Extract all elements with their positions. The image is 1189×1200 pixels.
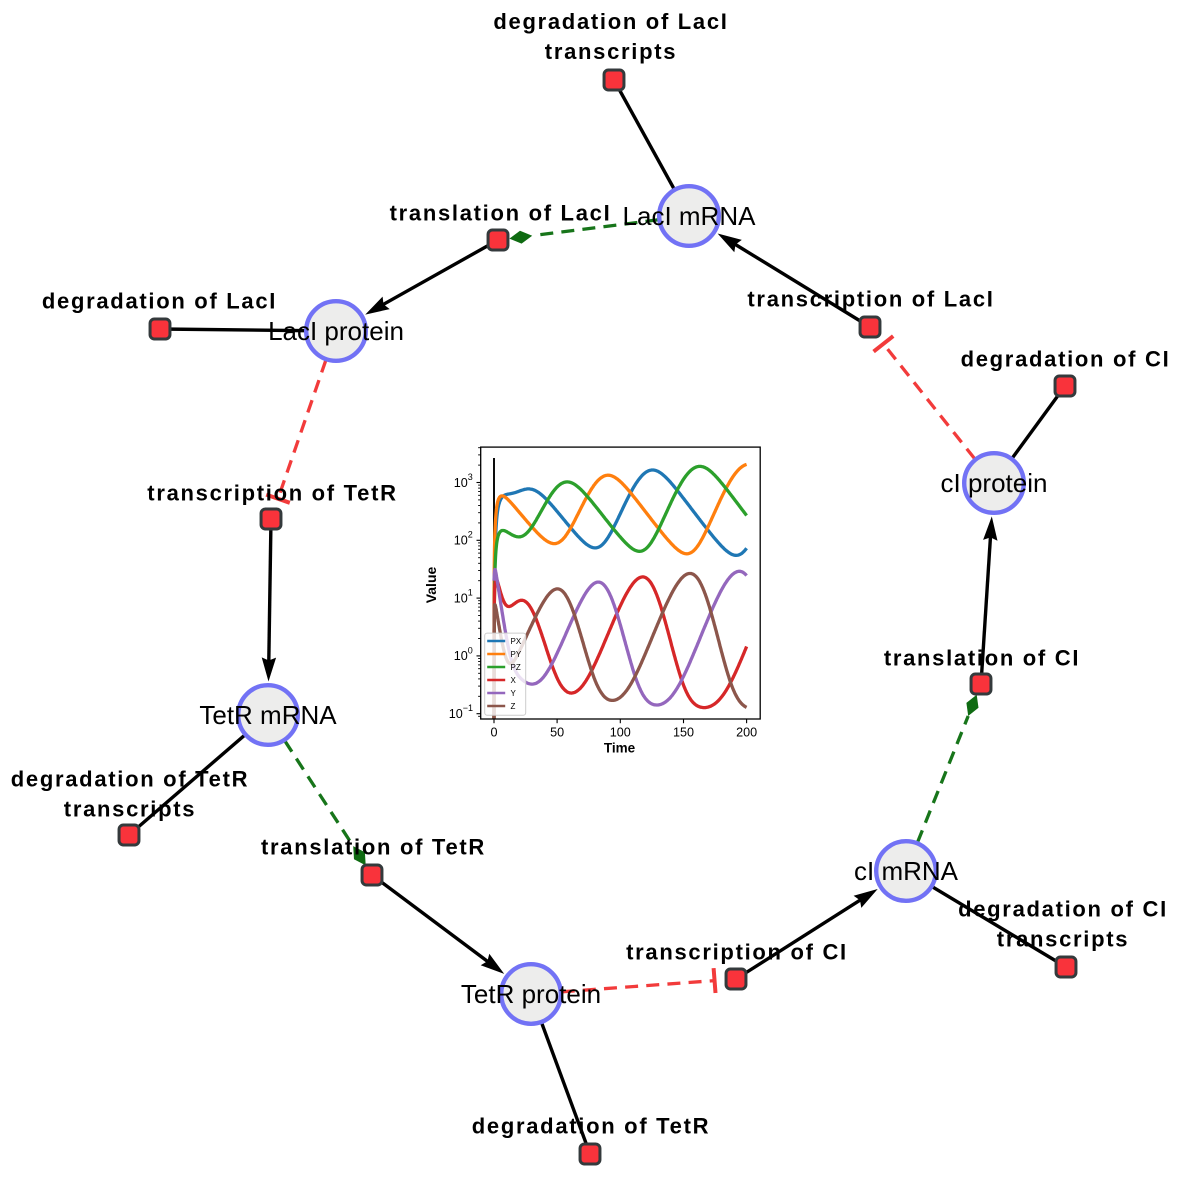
- svg-text:200: 200: [736, 726, 757, 740]
- svg-text:3: 3: [468, 472, 473, 482]
- svg-text:Z: Z: [511, 702, 516, 711]
- svg-text:X: X: [511, 676, 517, 685]
- svg-text:150: 150: [673, 726, 694, 740]
- svg-text:Value: Value: [423, 567, 439, 604]
- svg-text:PY: PY: [511, 650, 522, 659]
- svg-text:10: 10: [454, 649, 468, 663]
- svg-text:transcription of TetR: transcription of TetR: [147, 481, 397, 506]
- svg-text:Time: Time: [604, 741, 636, 756]
- svg-text:transcripts: transcripts: [545, 39, 677, 64]
- svg-text:cI protein: cI protein: [941, 468, 1048, 498]
- svg-text:PX: PX: [511, 637, 522, 646]
- svg-text:degradation of TetR: degradation of TetR: [472, 1114, 710, 1139]
- svg-text:10: 10: [449, 707, 463, 721]
- svg-text:degradation of LacI: degradation of LacI: [493, 9, 728, 34]
- svg-text:LacI mRNA: LacI mRNA: [623, 201, 757, 231]
- svg-text:PZ: PZ: [511, 663, 521, 672]
- svg-text:translation of CI: translation of CI: [884, 646, 1080, 671]
- svg-text:transcripts: transcripts: [64, 797, 196, 822]
- svg-text:50: 50: [550, 726, 564, 740]
- svg-text:0: 0: [490, 726, 497, 740]
- svg-text:cI mRNA: cI mRNA: [854, 856, 959, 886]
- svg-text:transcripts: transcripts: [997, 927, 1129, 952]
- svg-text:Y: Y: [511, 689, 517, 698]
- svg-text:1: 1: [468, 588, 473, 598]
- svg-text:2: 2: [468, 530, 473, 540]
- svg-text:100: 100: [610, 726, 631, 740]
- svg-text:translation of LacI: translation of LacI: [390, 201, 612, 226]
- svg-text:−1: −1: [463, 703, 473, 713]
- svg-text:TetR mRNA: TetR mRNA: [199, 700, 337, 730]
- svg-text:degradation of TetR: degradation of TetR: [11, 767, 249, 792]
- svg-text:degradation of LacI: degradation of LacI: [42, 289, 277, 314]
- svg-text:transcription of CI: transcription of CI: [626, 940, 848, 965]
- svg-text:10: 10: [454, 534, 468, 548]
- svg-text:degradation of CI: degradation of CI: [961, 347, 1171, 372]
- svg-text:transcription of LacI: transcription of LacI: [747, 287, 994, 312]
- svg-text:10: 10: [454, 476, 468, 490]
- svg-text:0: 0: [468, 645, 473, 655]
- svg-text:degradation of CI: degradation of CI: [958, 897, 1168, 922]
- svg-text:LacI protein: LacI protein: [268, 316, 404, 346]
- svg-text:10: 10: [454, 591, 468, 605]
- svg-text:translation of TetR: translation of TetR: [261, 835, 486, 860]
- svg-text:TetR protein: TetR protein: [461, 979, 601, 1009]
